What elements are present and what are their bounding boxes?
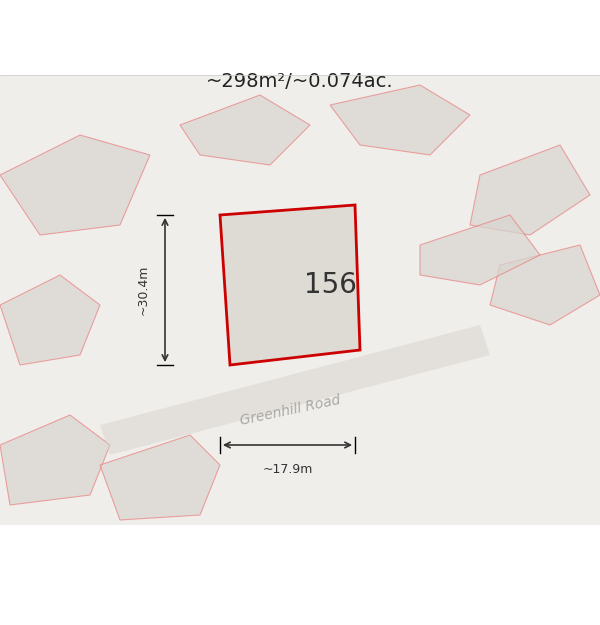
Polygon shape bbox=[420, 215, 540, 285]
Polygon shape bbox=[470, 145, 590, 235]
Polygon shape bbox=[100, 435, 220, 520]
Polygon shape bbox=[220, 205, 360, 365]
Text: Greenhill Road: Greenhill Road bbox=[238, 392, 341, 428]
Polygon shape bbox=[0, 135, 150, 235]
Polygon shape bbox=[180, 95, 310, 165]
Polygon shape bbox=[100, 325, 490, 455]
Text: ~17.9m: ~17.9m bbox=[262, 463, 313, 476]
Text: Contains OS data © Crown copyright and database right 2021. This information is : Contains OS data © Crown copyright and d… bbox=[18, 543, 594, 588]
Polygon shape bbox=[490, 245, 600, 325]
Text: 156: 156 bbox=[304, 271, 356, 299]
Polygon shape bbox=[0, 275, 100, 365]
Text: ~298m²/~0.074ac.: ~298m²/~0.074ac. bbox=[206, 72, 394, 91]
Polygon shape bbox=[330, 85, 470, 155]
Text: ~30.4m: ~30.4m bbox=[137, 265, 150, 315]
Text: Map shows position and indicative extent of the property.: Map shows position and indicative extent… bbox=[120, 39, 480, 51]
Text: 156, GREENHILL ROAD, HERNE BAY, CT6 7RS: 156, GREENHILL ROAD, HERNE BAY, CT6 7RS bbox=[110, 10, 490, 25]
Polygon shape bbox=[0, 415, 110, 505]
